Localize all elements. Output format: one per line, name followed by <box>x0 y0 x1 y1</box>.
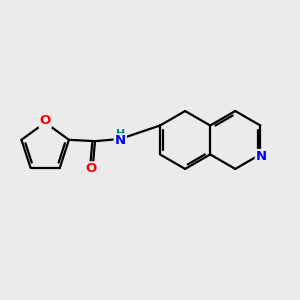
Text: H: H <box>116 129 125 139</box>
Text: O: O <box>85 162 96 176</box>
Text: O: O <box>40 114 51 127</box>
Text: N: N <box>115 134 126 148</box>
Text: N: N <box>256 150 267 163</box>
